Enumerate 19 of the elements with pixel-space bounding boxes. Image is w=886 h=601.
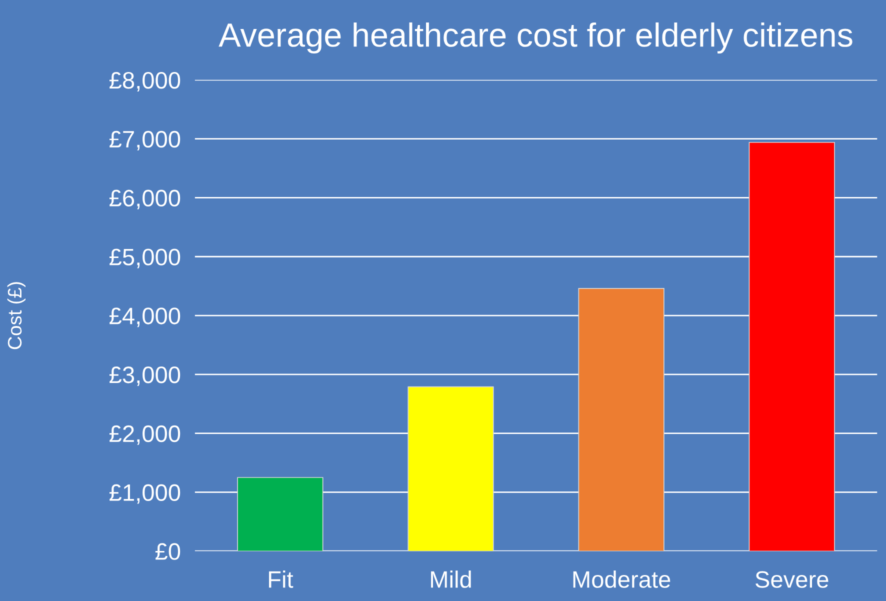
y-tick-label: £4,000	[109, 308, 180, 328]
bar	[578, 288, 664, 552]
bar	[237, 477, 324, 552]
x-tick-label: Fit	[269, 570, 294, 588]
y-tick-label: £5,000	[109, 248, 180, 268]
y-axis-title: Cost (£)	[7, 282, 26, 350]
y-tick-label: £2,000	[109, 425, 180, 445]
y-tick-label: £1,000	[109, 484, 180, 504]
x-tick-label: Mild	[431, 570, 471, 588]
y-tick-label: £7,000	[109, 130, 180, 150]
x-tick-label: Moderate	[573, 570, 670, 588]
y-tick-label: £3,000	[109, 366, 180, 386]
y-tick-label: £0	[155, 543, 180, 560]
y-tick-label: £6,000	[109, 190, 180, 210]
bar	[748, 142, 835, 552]
y-tick-label: £8,000	[109, 72, 180, 92]
x-tick-label: Severe	[756, 571, 828, 588]
bar	[408, 386, 494, 552]
chart-title: Average healthcare cost for elderly citizens	[218, 22, 852, 54]
